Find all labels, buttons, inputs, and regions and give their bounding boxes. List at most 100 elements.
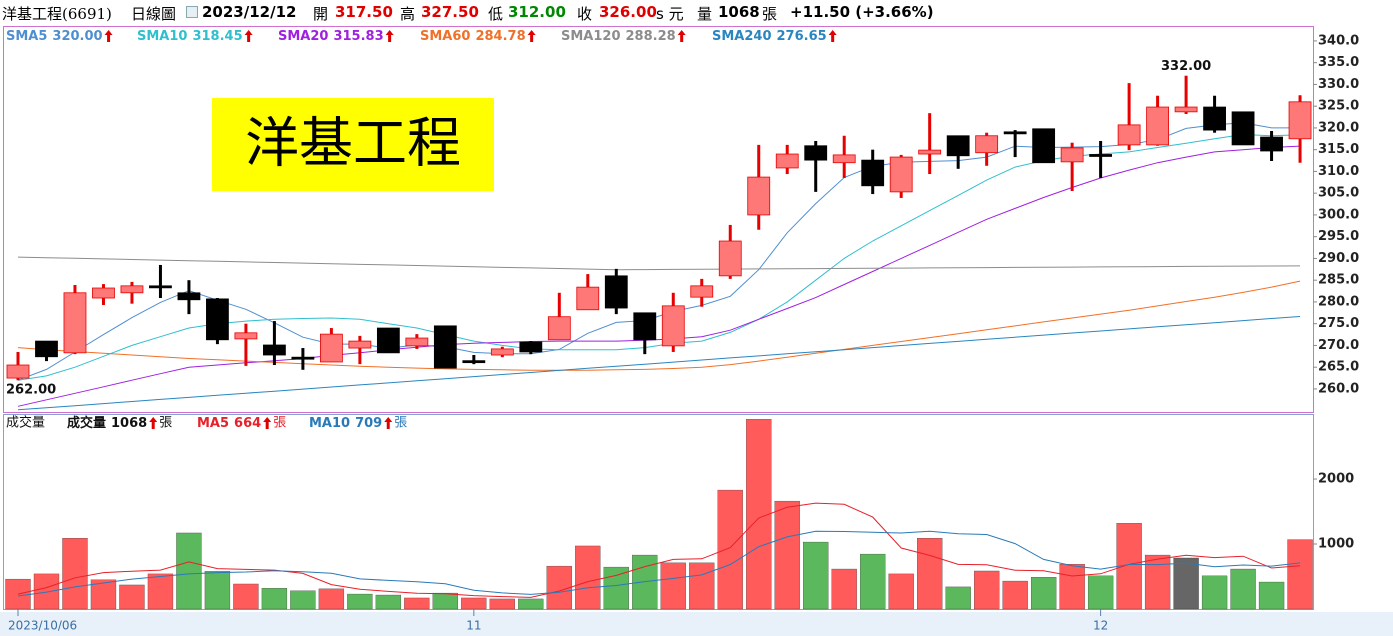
volume-bar (689, 562, 715, 610)
volume-bar (1258, 581, 1285, 610)
volume-bar (1144, 554, 1171, 610)
annotation-box (212, 98, 494, 191)
date-axis-bg (0, 612, 1393, 636)
legend-text: 709 (355, 416, 382, 431)
legend-entry: MA5 664 (197, 416, 261, 431)
volume-bar (1059, 564, 1085, 610)
legend-text: 320.00 (52, 29, 102, 44)
candle-body (405, 337, 429, 347)
candle-body (775, 153, 799, 169)
y-tick-label: 315.0 (1318, 142, 1359, 157)
candle-body (291, 356, 315, 360)
legend-text: SMA120 (561, 29, 621, 44)
volume-bar (546, 565, 572, 610)
candle-body (604, 275, 628, 309)
candle-body (1174, 106, 1198, 113)
high-value: 327.50 (421, 3, 479, 21)
volume-bar (432, 592, 459, 610)
volume-bar (831, 568, 857, 610)
volume-bar (945, 586, 971, 610)
candle-body (319, 333, 343, 363)
volume-bar (746, 419, 772, 610)
candle-body (975, 135, 999, 154)
candle-body (35, 340, 58, 358)
volume-bar (917, 538, 943, 610)
ma-line (17, 502, 1301, 598)
volume-bar (176, 532, 202, 610)
volume-bar (233, 583, 259, 610)
volume-bar (803, 541, 829, 610)
candle-body (6, 364, 30, 379)
open-value: 317.50 (335, 3, 393, 21)
candle-body (1203, 106, 1226, 131)
volume-bar (404, 597, 430, 610)
low-annotation: 262.00 (6, 383, 56, 398)
date: 2023/12/12 (202, 3, 297, 21)
close-unit: s 元 (656, 5, 684, 23)
candle-body (120, 285, 144, 294)
y-tick-label: 2000 (1318, 472, 1354, 487)
legend-text: SMA240 (712, 29, 772, 44)
ma-line (17, 530, 1301, 597)
candle-body (177, 292, 201, 301)
up-arrow (149, 417, 158, 429)
price-panel (3, 26, 1314, 413)
candle-body (1146, 106, 1169, 146)
stock-name: 洋基工程(6691) (2, 5, 112, 23)
up-arrow (527, 30, 536, 42)
y-tick-label: 265.0 (1318, 360, 1359, 375)
high-label: 高 (400, 5, 416, 23)
candle-body (1003, 131, 1027, 135)
legend-entry: SMA240 276.65 (712, 29, 827, 44)
candle-body (1060, 147, 1084, 163)
up-arrow (244, 30, 253, 42)
up-arrow (385, 30, 394, 42)
volume-bar (33, 573, 60, 610)
legend-text: 1068 (111, 416, 147, 431)
legend-entry: SMA120 288.28 (561, 29, 676, 44)
period: 日線圖 (131, 5, 177, 23)
ma-line (17, 145, 1301, 407)
volume-bar (62, 538, 88, 610)
legend-text: 315.83 (333, 29, 383, 44)
up-arrow (263, 417, 272, 429)
checkbox[interactable] (186, 6, 198, 18)
ma-line (17, 122, 1300, 381)
ma-line (17, 280, 1301, 371)
volume-bar (1087, 575, 1114, 610)
candle-body (462, 360, 486, 364)
legend-entry: SMA60 284.78 (420, 29, 526, 44)
legend-entry: SMA5 320.00 (6, 29, 103, 44)
header: 洋基工程(6691) 日線圖 2023/12/12 開 317.50 高 327… (0, 0, 1393, 25)
candle-body (861, 159, 885, 187)
legend-entry: SMA20 315.83 (278, 29, 384, 44)
y-tick-label: 305.0 (1318, 186, 1359, 201)
y-tick-label: 310.0 (1318, 164, 1359, 179)
legend-text: SMA20 (278, 29, 328, 44)
up-arrow (677, 30, 686, 42)
y-tick-label: 280.0 (1318, 294, 1359, 309)
legend-text: 284.78 (475, 29, 525, 44)
volume-bar (375, 594, 402, 610)
candle-body (1089, 154, 1113, 157)
legend-unit: 張 (394, 416, 407, 431)
volume-bar (575, 545, 601, 610)
candle-body (1231, 111, 1255, 146)
legend-text: 318.45 (192, 29, 242, 44)
candle-body (433, 325, 457, 369)
candle-body (519, 341, 543, 353)
y-tick-label: 285.0 (1318, 273, 1359, 288)
y-tick-label: 290.0 (1318, 251, 1359, 266)
volume-label: 量 (697, 5, 713, 23)
candle-body (889, 156, 913, 193)
close-label: 收 (577, 5, 593, 23)
volume-title: 成交量 (6, 415, 45, 431)
y-tick-label: 330.0 (1318, 77, 1359, 92)
volume-bar (717, 489, 743, 610)
volume-value: 1068 (718, 3, 760, 21)
volume-unit: 張 (762, 5, 778, 23)
volume-bar (1287, 539, 1313, 610)
volume-bar (489, 598, 515, 610)
